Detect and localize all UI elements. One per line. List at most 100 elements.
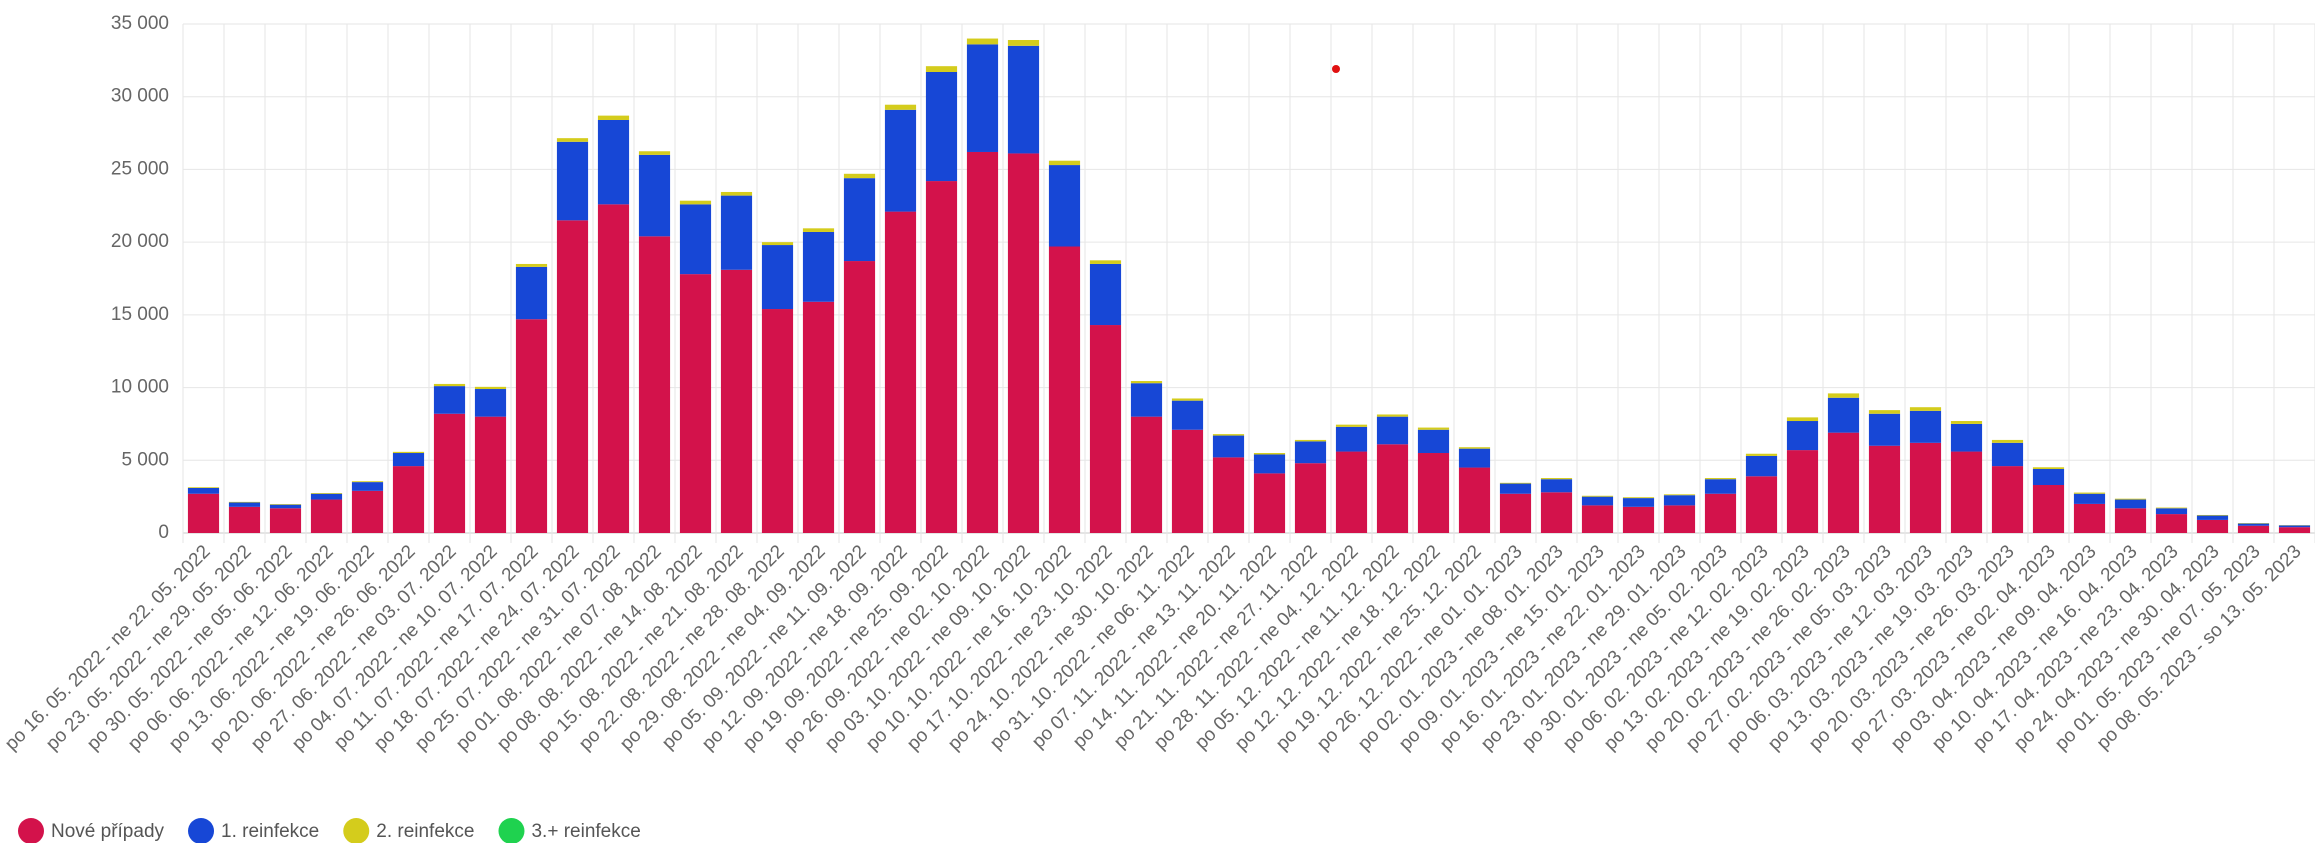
legend-label: 3.+ reinfekce <box>531 821 640 842</box>
bar-segment <box>598 120 629 204</box>
bar-segment <box>2197 515 2228 516</box>
bar-segment <box>1787 450 1818 533</box>
bar-segment <box>1623 497 1654 498</box>
bar-segment <box>1008 40 1039 46</box>
bar-segment <box>680 201 711 205</box>
bar-segment <box>1951 424 1982 452</box>
bar-segment <box>2156 508 2187 514</box>
bar-segment <box>885 110 916 212</box>
bar-segment <box>1131 383 1162 416</box>
bar-segment <box>1746 476 1777 533</box>
bar-segment <box>1951 452 1982 533</box>
bar-segment <box>1623 498 1654 507</box>
bar-segment <box>967 44 998 152</box>
bar-segment <box>639 151 670 155</box>
bar-segment <box>967 152 998 533</box>
bar-segment <box>803 228 834 232</box>
bar-segment <box>844 261 875 533</box>
bar-segment <box>1090 264 1121 325</box>
bar-segment <box>1459 449 1490 468</box>
bar-segment <box>2115 508 2146 533</box>
bar-segment <box>1582 505 1613 533</box>
bar-segment <box>557 138 588 142</box>
bar-segment <box>1582 497 1613 506</box>
bar-segment <box>311 494 342 500</box>
bar-segment <box>557 220 588 533</box>
legend-swatch <box>343 818 369 843</box>
bar-segment <box>1418 428 1449 430</box>
bar-segment <box>1664 495 1695 505</box>
bar-segment <box>721 196 752 270</box>
bar-segment <box>1213 457 1244 533</box>
bar-segment <box>2156 514 2187 533</box>
bar-segment <box>1459 468 1490 533</box>
bar-segment <box>270 508 301 533</box>
bar-segment <box>1008 153 1039 533</box>
bar-segment <box>1336 452 1367 533</box>
bar-segment <box>1541 479 1572 492</box>
bar-segment <box>1172 401 1203 430</box>
bar-segment <box>2033 469 2064 485</box>
legend: Nové případy 1. reinfekce 2. reinfekce 3.+ … <box>18 818 641 843</box>
bar-segment <box>1869 414 1900 446</box>
bar-segment <box>1705 478 1736 479</box>
bar-segment <box>803 302 834 533</box>
bar-segment <box>1213 436 1244 458</box>
bar-segment <box>188 488 219 494</box>
bar-segment <box>2197 516 2228 520</box>
bar-segment <box>1828 393 1859 397</box>
bar-segment <box>1459 447 1490 448</box>
bar-segment <box>1992 443 2023 466</box>
bar-segment <box>1992 466 2023 533</box>
bar-segment <box>1008 46 1039 154</box>
legend-label: Nové případy <box>51 821 165 842</box>
bar-segment <box>762 309 793 533</box>
bar-segment <box>1664 494 1695 495</box>
bar-segment <box>1295 441 1326 463</box>
bar-segment <box>1541 478 1572 479</box>
bar-segment <box>475 417 506 533</box>
bar-segment <box>434 384 465 386</box>
bar-segment <box>1828 398 1859 433</box>
bar-segment <box>1623 507 1654 533</box>
y-tick-label: 15 000 <box>111 304 169 325</box>
bar-segment <box>516 319 547 533</box>
bar-segment <box>1910 407 1941 411</box>
bar-segment <box>639 236 670 533</box>
bar-segment <box>1254 473 1285 533</box>
legend-label: 1. reinfekce <box>221 821 319 842</box>
bar-segment <box>1049 247 1080 533</box>
bar-segment <box>475 387 506 389</box>
y-tick-label: 10 000 <box>111 377 169 398</box>
bar-segment <box>2033 485 2064 533</box>
bar-segment <box>1254 453 1285 454</box>
bar-segment <box>1869 446 1900 533</box>
bar-segment <box>2156 508 2187 509</box>
bar-segment <box>1828 433 1859 533</box>
bar-segment <box>229 507 260 533</box>
bar-segment <box>762 242 793 245</box>
bar-segment <box>1295 440 1326 441</box>
bar-segment <box>762 245 793 309</box>
y-tick-label: 35 000 <box>111 13 169 34</box>
bar-segment <box>926 72 957 181</box>
bar-segment <box>557 142 588 221</box>
bar-segment <box>598 204 629 533</box>
legend-label: 2. reinfekce <box>376 821 474 842</box>
bar-segment <box>2238 526 2269 533</box>
bar-segment <box>1500 483 1531 484</box>
bar-segment <box>1500 494 1531 533</box>
bar-segment <box>2033 467 2064 469</box>
bar-segment <box>2115 500 2146 509</box>
legend-swatch <box>18 818 44 843</box>
bar-segment <box>352 482 383 491</box>
bar-segment <box>885 212 916 533</box>
bar-segment <box>1705 494 1736 533</box>
bar-segment <box>844 178 875 261</box>
bar-segment <box>885 105 916 110</box>
bar-segment <box>721 192 752 196</box>
bar-segment <box>1787 421 1818 450</box>
bar-segment <box>1172 398 1203 400</box>
bar-segment <box>1377 417 1408 445</box>
